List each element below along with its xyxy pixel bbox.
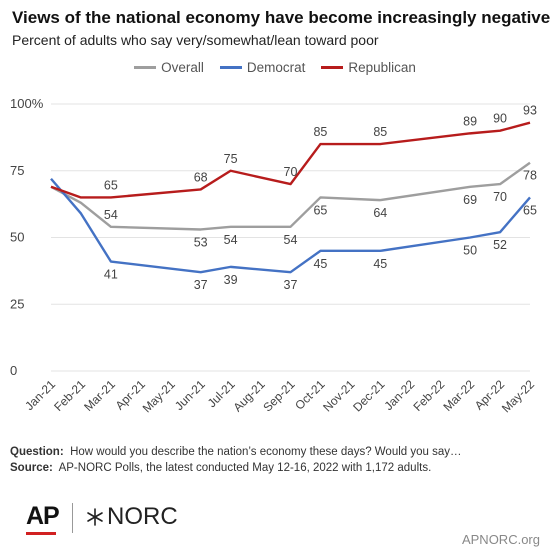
data-label-democrat: 37: [284, 278, 298, 292]
norc-logo-text: NORC: [107, 503, 178, 530]
data-label-democrat: 52: [493, 238, 507, 252]
data-label-democrat: 50: [463, 244, 477, 258]
x-tick-label: Dec-21: [350, 377, 387, 414]
series-line-overall: [50, 161, 531, 231]
chart-legend: Overall Democrat Republican: [0, 60, 550, 75]
x-tick-label: Jun-21: [172, 377, 208, 413]
footer-url: APNORC.org: [461, 532, 540, 547]
x-tick-label: Sep-21: [260, 377, 297, 414]
chart-subtitle: Percent of adults who say very/somewhat/…: [12, 32, 379, 48]
data-label-republican: 90: [493, 112, 507, 126]
y-tick-label: 75: [10, 163, 24, 178]
x-tick-label: Jan-22: [382, 377, 418, 413]
line-layer: [50, 121, 531, 274]
data-label-democrat: 45: [313, 257, 327, 271]
x-tick-label: Feb-22: [411, 377, 448, 414]
data-label-republican: 68: [194, 170, 208, 184]
x-tick-label: Nov-21: [320, 377, 357, 414]
legend-item-democrat: Democrat: [219, 60, 306, 75]
x-tick-label: Mar-22: [440, 377, 477, 414]
data-label-overall: 64: [373, 206, 387, 220]
x-tick-label: Jan-21: [22, 377, 58, 413]
legend-swatch-republican: [321, 66, 344, 69]
data-label-republican: 93: [523, 104, 537, 118]
y-tick-label: 0: [10, 363, 17, 378]
logo-divider: [72, 503, 73, 533]
data-label-republican: 75: [224, 152, 238, 166]
legend-item-overall: Overall: [134, 60, 204, 75]
data-label-republican: 85: [313, 125, 327, 139]
data-label-republican: 85: [373, 125, 387, 139]
data-label-republican: 65: [104, 178, 118, 192]
x-tick-label: Feb-21: [51, 377, 88, 414]
y-tick-label: 50: [10, 230, 24, 245]
data-label-overall: 65: [313, 203, 327, 217]
grid-layer: [51, 103, 530, 372]
data-label-democrat: 65: [523, 203, 537, 217]
series-line-democrat: [50, 177, 531, 274]
x-tick-label: May-22: [499, 377, 537, 415]
x-tick-label: Aug-21: [230, 377, 267, 414]
y-tick-label: 100%: [10, 96, 44, 111]
ap-logo: AP: [26, 502, 60, 530]
ap-logo-bar: [26, 532, 56, 535]
chart-notes: Question: How would you describe the nat…: [10, 444, 545, 476]
legend-item-republican: Republican: [321, 60, 416, 75]
tick-layer: 0255075100%Jan-21Feb-21Mar-21Apr-21May-2…: [10, 96, 537, 415]
data-label-overall: 54: [284, 233, 298, 247]
data-label-layer: 54 53 54 54 65 64 69 70 78 41 37 39 37 45 45 50 52 65 65 68…: [104, 104, 537, 293]
question-label: Question:: [10, 446, 64, 458]
line-chart: 0255075100%Jan-21Feb-21Mar-21Apr-21May-2…: [10, 96, 537, 415]
data-label-democrat: 39: [224, 273, 238, 287]
data-label-democrat: 45: [373, 257, 387, 271]
norc-star-icon: [87, 508, 103, 526]
legend-label-overall: Overall: [161, 60, 204, 75]
y-tick-label: 25: [10, 296, 24, 311]
source-note: Source: AP-NORC Polls, the latest conduc…: [10, 460, 545, 476]
x-tick-label: May-21: [140, 377, 178, 415]
question-note: Question: How would you describe the nat…: [10, 444, 545, 460]
legend-label-democrat: Democrat: [246, 60, 306, 75]
data-label-republican: 89: [463, 114, 477, 128]
data-label-overall: 54: [224, 233, 238, 247]
x-tick-label: Mar-21: [81, 377, 118, 414]
data-label-democrat: 37: [194, 278, 208, 292]
data-label-overall: 69: [463, 193, 477, 207]
norc-logo: NORC: [86, 503, 178, 531]
data-label-overall: 53: [194, 235, 208, 249]
data-label-overall: 78: [523, 169, 537, 183]
series-line-republican: [50, 121, 531, 199]
chart-title: Views of the national economy have becom…: [12, 8, 550, 27]
data-label-democrat: 41: [104, 268, 118, 282]
source-text: AP-NORC Polls, the latest conducted May …: [58, 462, 432, 474]
legend-label-republican: Republican: [348, 60, 416, 75]
question-text: How would you describe the nation’s econ…: [70, 446, 462, 458]
source-label: Source:: [10, 462, 53, 474]
data-label-overall: 70: [493, 190, 507, 204]
data-label-overall: 54: [104, 208, 118, 222]
legend-swatch-democrat: [219, 66, 242, 69]
legend-swatch-overall: [134, 66, 157, 69]
data-label-republican: 70: [284, 165, 298, 179]
